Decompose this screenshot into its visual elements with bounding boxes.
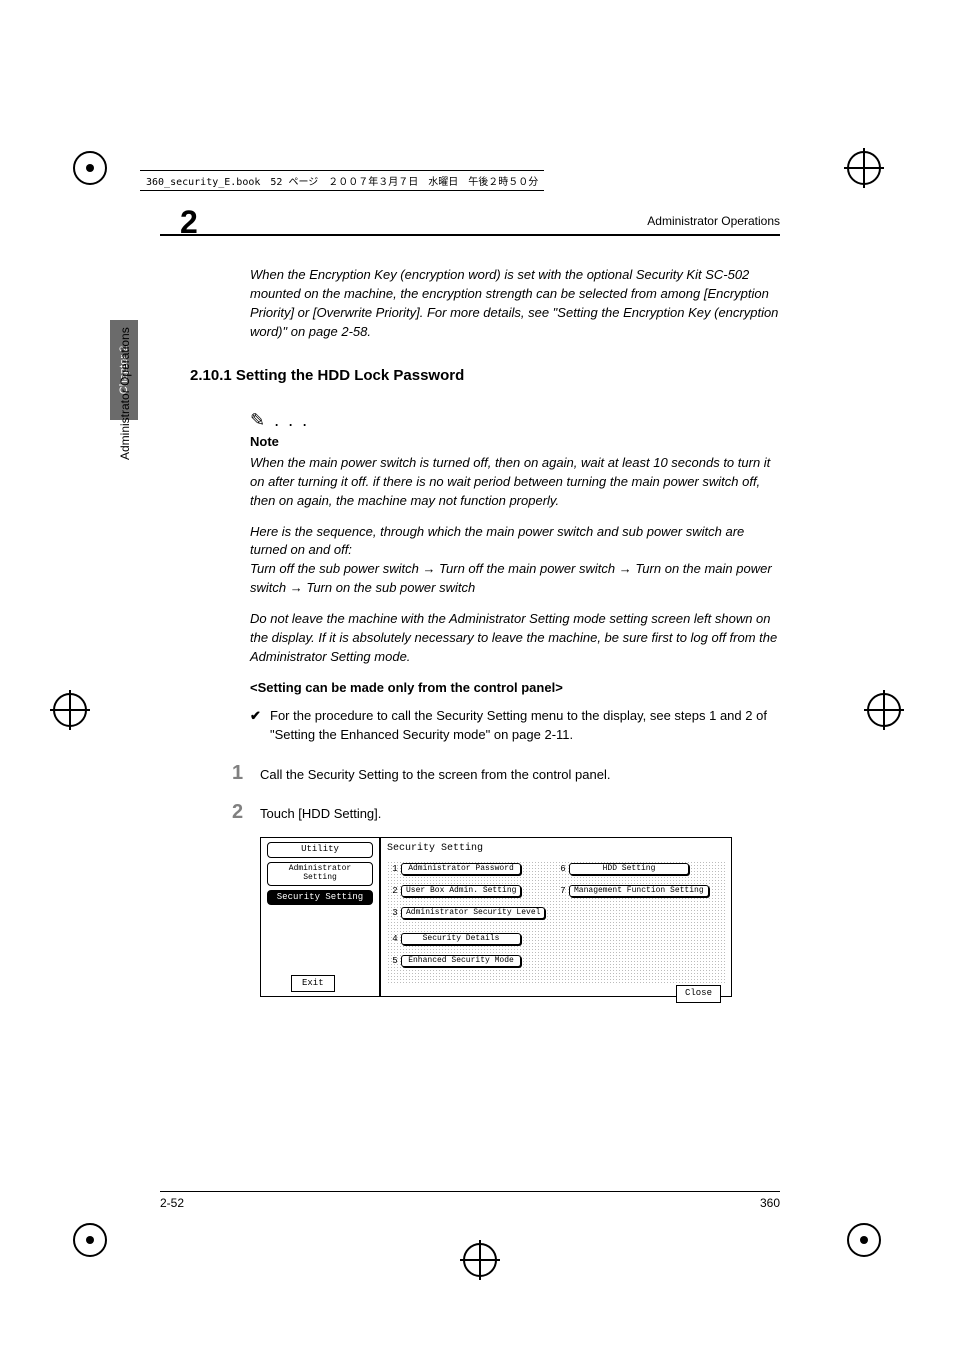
control-panel-screenshot: Utility Administrator Setting Security S… <box>260 837 732 997</box>
note-p3: Turn off the sub power switch → Turn off… <box>250 560 780 598</box>
menu-admin-password[interactable]: Administrator Password <box>401 863 521 875</box>
checkmark-icon: ✔ <box>250 707 270 745</box>
check-item-row: ✔ For the procedure to call the Security… <box>250 707 780 745</box>
menu-hdd-setting[interactable]: HDD Setting <box>569 863 689 875</box>
crop-mark-icon <box>844 148 884 188</box>
page-frame: 2 Administrator Operations When the Encr… <box>160 210 780 1210</box>
step-number: 2 <box>232 798 260 827</box>
note-icon: ✎ . . . <box>250 407 780 433</box>
panel-menu-grid: 1Administrator Password 2User Box Admin.… <box>387 861 725 985</box>
step-2: 2 Touch [HDD Setting]. <box>232 798 780 827</box>
intro-paragraph: When the Encryption Key (encryption word… <box>250 266 780 341</box>
step-text: Touch [HDD Setting]. <box>260 805 780 824</box>
crop-mark-icon <box>50 690 90 730</box>
crop-mark-icon <box>864 690 904 730</box>
check-item-text: For the procedure to call the Security S… <box>270 707 780 745</box>
crop-header-text: 360_security_E.book 52 ページ ２００７年３月７日 水曜日… <box>140 170 544 191</box>
step-1: 1 Call the Security Setting to the scree… <box>232 759 780 788</box>
section-heading: 2.10.1 Setting the HDD Lock Password <box>190 365 780 387</box>
subhead: <Setting can be made only from the contr… <box>250 679 780 698</box>
menu-security-details[interactable]: Security Details <box>401 933 521 945</box>
step-text: Call the Security Setting to the screen … <box>260 766 780 785</box>
page-footer: 2-52 360 <box>160 1191 780 1210</box>
step-number: 1 <box>232 759 260 788</box>
note-p4: Do not leave the machine with the Admini… <box>250 610 780 667</box>
panel-title: Security Setting <box>387 842 725 857</box>
side-running-label: Administrator Operations <box>118 327 132 460</box>
footer-model: 360 <box>760 1196 780 1210</box>
note-p1: When the main power switch is turned off… <box>250 454 780 511</box>
menu-mgmt-function[interactable]: Management Function Setting <box>569 885 709 897</box>
crop-mark-icon <box>70 148 110 188</box>
note-label: Note <box>250 433 780 452</box>
close-button[interactable]: Close <box>676 985 721 1002</box>
menu-enhanced-security[interactable]: Enhanced Security Mode <box>401 955 521 967</box>
note-p2: Here is the sequence, through which the … <box>250 523 780 561</box>
running-head: Administrator Operations <box>647 214 780 228</box>
menu-userbox-admin[interactable]: User Box Admin. Setting <box>401 885 521 897</box>
crop-mark-icon <box>70 1220 110 1260</box>
menu-admin-sec-level[interactable]: Administrator Security Level <box>401 907 545 919</box>
chapter-number: 2 <box>180 204 198 241</box>
panel-right-area: Security Setting 1Administrator Password… <box>381 838 731 996</box>
crop-mark-icon <box>844 1220 884 1260</box>
header-rule: 2 Administrator Operations <box>160 210 780 236</box>
crop-mark-icon <box>460 1240 500 1280</box>
panel-left-nav: Utility Administrator Setting Security S… <box>261 838 381 996</box>
exit-button[interactable]: Exit <box>291 975 335 992</box>
footer-page-number: 2-52 <box>160 1196 184 1210</box>
note-body: When the main power switch is turned off… <box>250 454 780 666</box>
admin-setting-button[interactable]: Administrator Setting <box>267 862 373 886</box>
security-setting-button[interactable]: Security Setting <box>267 890 373 906</box>
utility-button[interactable]: Utility <box>267 842 373 858</box>
